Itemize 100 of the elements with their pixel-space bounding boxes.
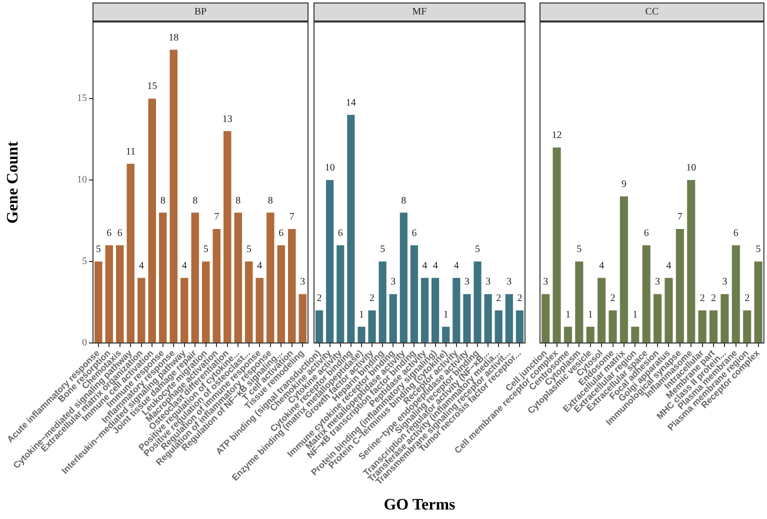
data-label: 6 [278,228,284,239]
data-label: 2 [370,293,375,304]
bar [138,278,146,342]
bar [202,262,210,342]
data-label: 5 [475,244,480,256]
y-tick-label: 0 [82,338,87,349]
data-label: 10 [686,162,696,174]
data-label: 3 [464,276,470,288]
bar [754,262,762,343]
bar [410,245,418,343]
bar [505,294,513,343]
bar [159,212,167,342]
data-label: 18 [168,32,179,44]
bar [212,228,220,342]
bar [105,245,113,342]
bar [631,326,640,343]
data-label: 4 [257,260,262,272]
data-label: 5 [576,244,582,256]
data-label: 6 [644,228,649,239]
bar [288,228,296,342]
data-label: 5 [203,244,208,256]
bar [586,326,594,343]
data-label: 6 [412,228,417,239]
y-tick-label: 5 [82,256,87,268]
data-label: 15 [147,81,158,92]
data-label: 4 [422,260,428,272]
data-label: 3 [390,276,396,288]
data-label: 4 [599,260,604,272]
bar [598,278,606,343]
bar [336,245,344,343]
y-axis-title: Gene Count [4,140,22,224]
bar [564,326,572,343]
data-label: 5 [756,244,761,256]
bar [432,278,440,343]
data-label: 5 [380,244,386,256]
data-label: 3 [543,276,548,288]
data-label: 2 [517,293,522,304]
bar [720,294,729,343]
data-label: 3 [486,276,491,288]
data-label: 4 [138,260,144,272]
data-label: 11 [126,146,136,158]
data-label: 6 [106,228,112,239]
chart-title: CC [645,6,659,18]
bar [148,98,156,342]
bar [126,164,134,342]
bar [608,310,617,343]
bar [743,310,752,343]
data-label: 8 [160,195,166,206]
data-label: 4 [432,260,438,272]
bar [494,310,502,343]
bar [277,245,285,342]
data-label: 5 [96,244,101,256]
data-label: 7 [677,212,682,223]
bar [698,310,706,343]
data-label: 3 [655,276,660,288]
bar [400,212,408,343]
bar [463,294,471,343]
data-label: 3 [506,276,512,288]
bar [442,326,450,343]
data-label: 3 [300,276,306,288]
bar [256,278,264,342]
bar [315,310,324,343]
x-axis-title: GO Terms [384,496,456,514]
y-tick-label: 15 [77,93,87,104]
data-label: 1 [632,309,638,320]
data-label: 7 [214,212,220,223]
bar [347,114,355,343]
bar [298,294,306,342]
data-label: 2 [700,293,705,304]
bar [542,294,550,343]
bar [94,262,102,342]
bar [266,212,274,342]
data-label: 1 [358,309,364,320]
bar [575,262,584,343]
bar [116,245,124,342]
bar [358,326,366,343]
bar [664,278,673,343]
data-label: 2 [316,293,322,304]
data-label: 8 [236,195,241,206]
data-label: 4 [454,260,459,272]
bar [452,278,460,343]
bar [224,131,232,342]
bar [245,262,253,342]
data-label: 6 [733,228,738,239]
data-label: 8 [401,195,406,206]
bar [234,212,242,342]
bar [732,245,740,343]
y-tick-label: 10 [77,174,87,186]
data-label: 14 [346,98,356,109]
chart-title: BP [194,6,208,18]
data-label: 2 [744,293,750,304]
bar [389,294,397,343]
bar [420,278,429,343]
bar [709,310,718,343]
data-label: 5 [246,244,252,256]
data-label: 12 [552,130,562,142]
bar [326,180,334,343]
bar [191,212,199,342]
data-label: 1 [588,309,593,320]
data-label: 13 [222,114,232,125]
